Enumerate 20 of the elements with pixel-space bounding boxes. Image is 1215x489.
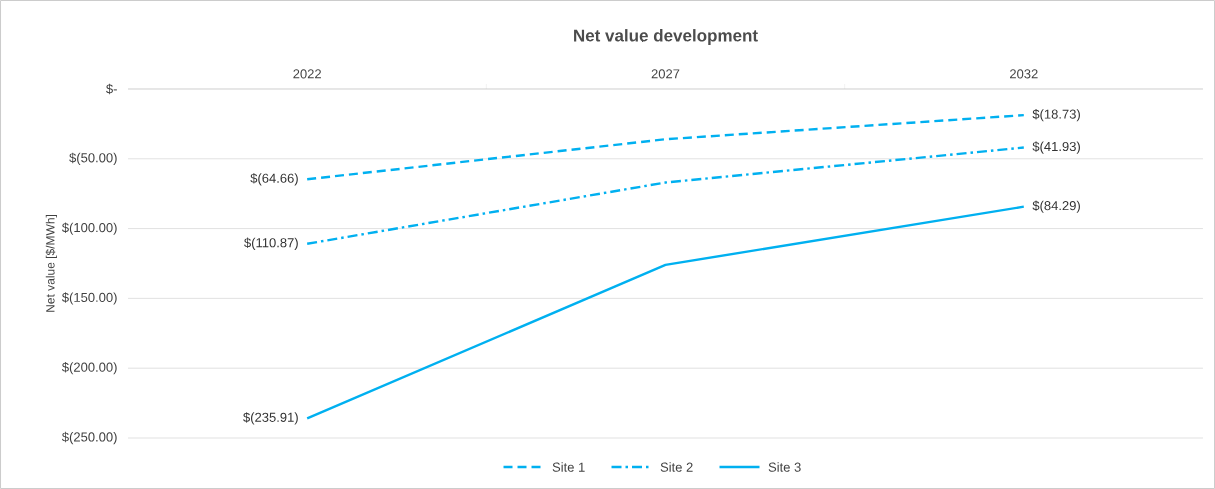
x-tick-label: 2022 [293,69,321,79]
y-tick-label: $(200.00) [61,362,117,375]
legend-label: Site 2 [660,462,693,472]
data-label: $(110.87) [244,237,298,250]
y-axis-title: Net value [$/MWh] [45,215,57,312]
data-label: $(64.66) [250,173,298,186]
data-label: $(18.73) [1032,108,1080,122]
y-tick-label: $(150.00) [61,292,117,305]
data-label: $(84.29) [1032,200,1080,213]
y-tick-label: $(50.00) [69,152,117,165]
chart-title: Net value development [574,29,758,45]
x-tick-label: 2032 [1010,69,1038,79]
y-tick-label: $(250.00) [61,431,117,445]
y-tick-label: $(100.00) [61,222,117,235]
data-label: $(235.91) [243,412,298,425]
legend-label: Site 3 [768,462,801,472]
y-tick-label: $- [106,83,117,95]
x-tick-label: 2027 [651,69,680,79]
data-label: $(41.93) [1032,141,1080,154]
legend-label: Site 1 [552,462,585,472]
